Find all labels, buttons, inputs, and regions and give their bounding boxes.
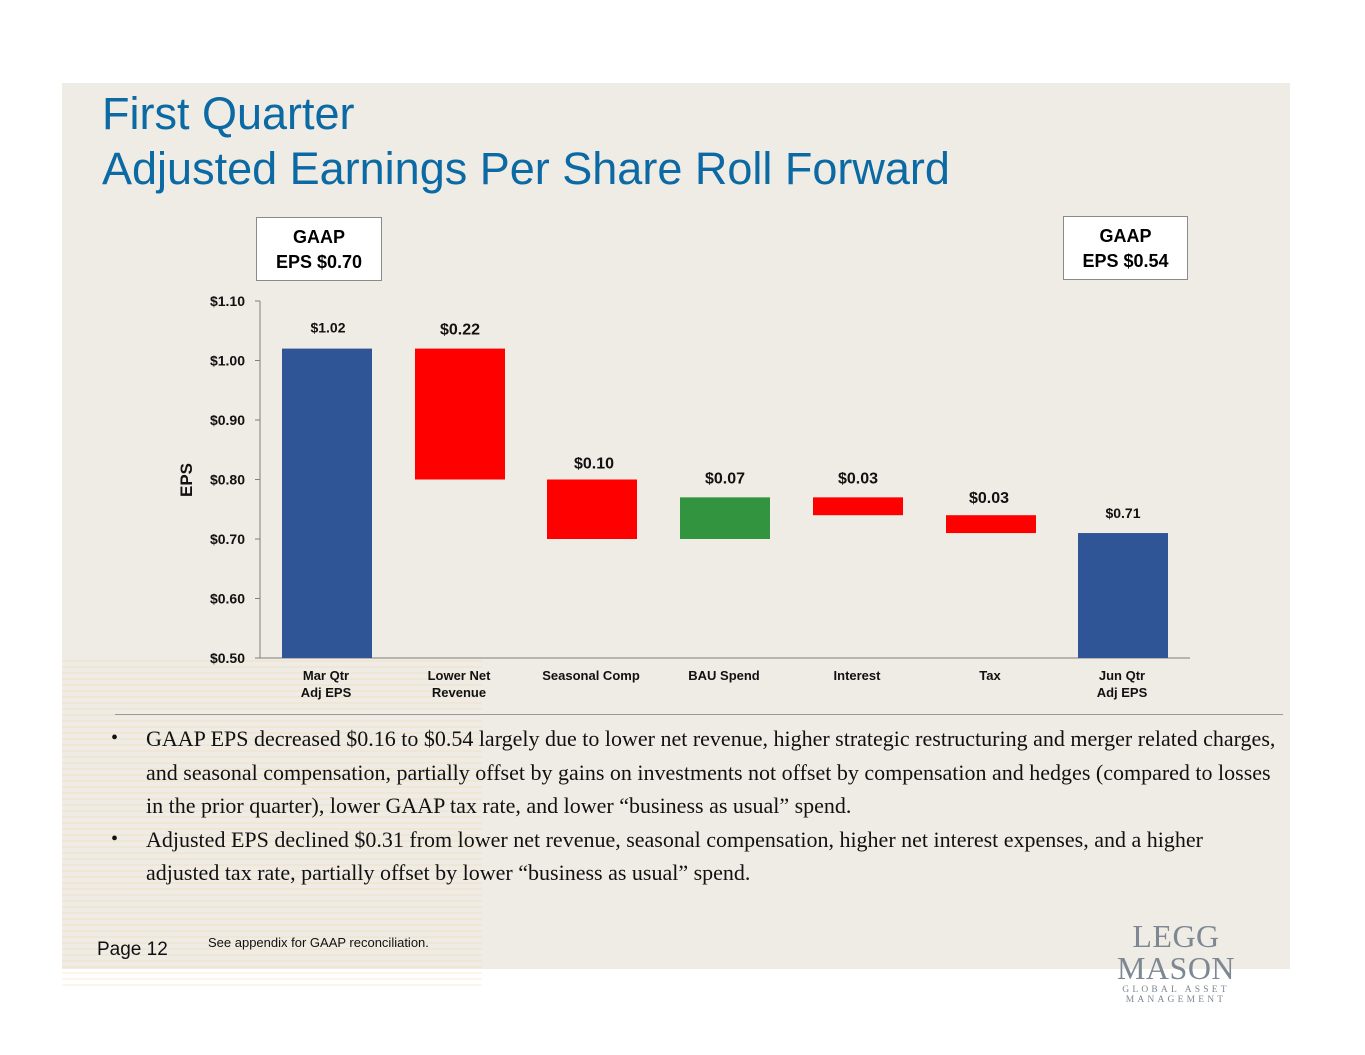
data-label: $0.07 <box>705 470 745 487</box>
gaap-left-value: EPS $0.70 <box>275 252 363 272</box>
bullet-list: • GAAP EPS decreased $0.16 to $0.54 larg… <box>108 722 1278 890</box>
bar-1 <box>282 348 372 658</box>
legg-mason-logo: LEGG MASON GLOBAL ASSET MANAGEMENT <box>1076 920 1276 1005</box>
bar-5 <box>813 497 903 516</box>
x-tick-label: Lower Net <box>428 668 492 683</box>
gaap-right-value: EPS $0.54 <box>1082 251 1169 271</box>
divider-line <box>115 714 1283 715</box>
data-label: $0.03 <box>969 490 1009 507</box>
gaap-right-label: GAAP <box>1099 226 1152 246</box>
x-tick-label: Interest <box>834 668 882 683</box>
x-tick-label: Seasonal Comp <box>542 668 640 683</box>
y-tick-label: $0.90 <box>210 412 245 428</box>
gaap-eps-box-left: GAAP EPS $0.70 <box>256 217 382 281</box>
bullet-item-1: • GAAP EPS decreased $0.16 to $0.54 larg… <box>108 722 1278 823</box>
gaap-eps-box-right: GAAP EPS $0.54 <box>1063 216 1188 280</box>
bar-3 <box>547 479 637 539</box>
y-tick-label: $1.10 <box>210 293 245 309</box>
footnote: See appendix for GAAP reconciliation. <box>208 935 429 950</box>
logo-name: LEGG MASON <box>1116 918 1236 986</box>
gaap-left-label: GAAP <box>292 227 345 247</box>
title-line-1: First Quarter <box>102 88 355 139</box>
bar-7 <box>1078 533 1168 658</box>
y-tick-label: $0.60 <box>210 591 245 607</box>
bar-4 <box>680 497 770 539</box>
data-label: $1.02 <box>310 320 345 336</box>
y-axis-title: EPS <box>177 463 196 497</box>
data-label: $0.03 <box>838 470 878 487</box>
decorative-stripes <box>62 660 482 990</box>
y-tick-label: $1.00 <box>210 353 245 369</box>
logo-tagline: GLOBAL ASSET MANAGEMENT <box>1122 985 1230 1005</box>
y-tick-label: $0.50 <box>210 650 245 666</box>
eps-waterfall-chart: $1.10 $1.00 $0.90 $0.80 $0.70 $0.60 $0.50 EPS $1… <box>177 293 1190 700</box>
bar-2 <box>415 348 505 480</box>
bullet-dot-icon: • <box>111 727 119 749</box>
x-tick-label: BAU Spend <box>688 668 760 683</box>
bullet-text-2: Adjusted EPS declined $0.31 from lower n… <box>146 826 1203 886</box>
page-title: First Quarter Adjusted Earnings Per Shar… <box>102 86 950 196</box>
x-tick-label: Adj EPS <box>301 685 352 700</box>
x-tick-label: Adj EPS <box>1097 685 1148 700</box>
x-tick-label: Mar Qtr <box>303 668 349 683</box>
bullet-dot-icon: • <box>111 827 119 850</box>
x-tick-label: Tax <box>979 668 1001 683</box>
data-label: $0.71 <box>1105 505 1140 521</box>
bar-6 <box>946 515 1036 534</box>
bullet-item-2: • Adjusted EPS declined $0.31 from lower… <box>108 823 1278 890</box>
y-tick-label: $0.70 <box>210 531 245 547</box>
bullet-text-1: GAAP EPS decreased $0.16 to $0.54 largel… <box>146 726 1276 818</box>
data-label: $0.10 <box>574 456 614 473</box>
title-line-2: Adjusted Earnings Per Share Roll Forward <box>102 143 950 194</box>
x-tick-label: Revenue <box>432 685 486 700</box>
y-tick-label: $0.80 <box>210 472 245 488</box>
page-number: Page 12 <box>97 939 168 960</box>
x-tick-label: Jun Qtr <box>1099 668 1145 683</box>
data-label: $0.22 <box>440 322 480 339</box>
